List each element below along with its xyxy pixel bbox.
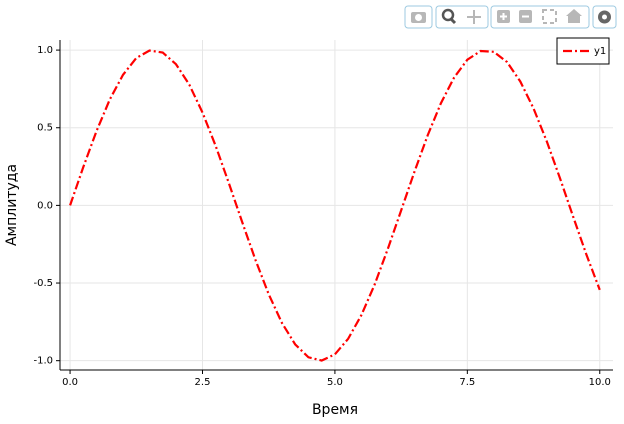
x-tick-label: 0.0 <box>62 377 78 388</box>
snapshot-button[interactable] <box>404 5 433 29</box>
x-tick-label: 5.0 <box>327 377 343 388</box>
x-axis-title: Время <box>312 402 358 418</box>
x-tick-label: 2.5 <box>195 377 211 388</box>
y-axis-title: Амплитуда <box>4 164 20 246</box>
reset-button[interactable] <box>566 9 582 23</box>
zoom-out-button[interactable] <box>519 10 532 23</box>
legend: y1 <box>556 37 610 65</box>
y-tick-label: -0.5 <box>33 278 53 289</box>
autoscale-button[interactable] <box>542 9 557 24</box>
x-tick-label: 10.0 <box>589 377 611 388</box>
modebar <box>404 5 617 29</box>
y-tick-label: 1.0 <box>37 45 53 56</box>
y-tick-label: -1.0 <box>33 356 53 367</box>
view-group <box>490 5 590 29</box>
y-tick-label: 0.5 <box>37 123 53 134</box>
legend-label: y1 <box>594 46 606 57</box>
line-series <box>69 49 601 362</box>
y-tick-label: 0.0 <box>37 200 53 211</box>
zoom-in-button[interactable] <box>497 10 510 23</box>
settings-button[interactable] <box>592 5 617 29</box>
pan-button[interactable] <box>467 10 481 24</box>
zoom-button[interactable] <box>441 8 457 25</box>
x-tick-label: 7.5 <box>459 377 475 388</box>
